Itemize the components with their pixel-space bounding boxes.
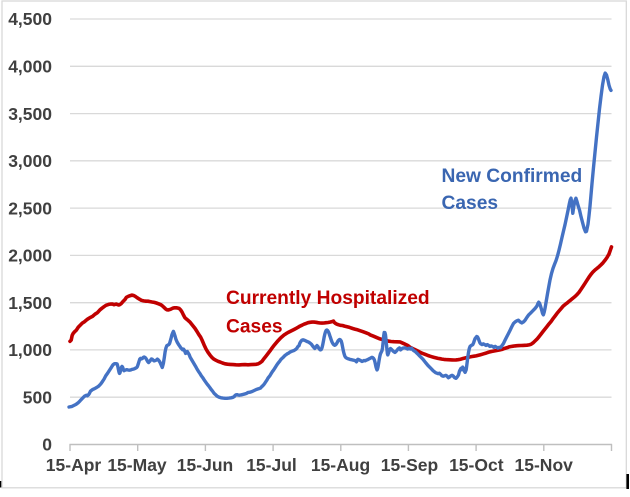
svg-text:500: 500 [23,387,52,407]
svg-text:Cases: Cases [226,317,283,338]
svg-text:Currently Hospitalized: Currently Hospitalized [226,288,430,309]
svg-text:Cases: Cases [442,193,499,214]
svg-text:3,500: 3,500 [8,104,52,124]
svg-text:New Confirmed: New Confirmed [442,166,583,187]
svg-text:4,500: 4,500 [8,9,52,29]
svg-text:15-Nov: 15-Nov [515,455,574,475]
svg-text:1,000: 1,000 [8,340,52,360]
svg-text:15-Aug: 15-Aug [311,455,370,475]
svg-text:2,000: 2,000 [8,246,52,266]
svg-text:3,000: 3,000 [8,151,52,171]
svg-text:1,500: 1,500 [8,293,52,313]
svg-text:0: 0 [42,435,52,455]
svg-text:15-Jun: 15-Jun [177,455,233,475]
svg-text:15-Sep: 15-Sep [381,455,438,475]
svg-text:2,500: 2,500 [8,198,52,218]
svg-text:15-Apr: 15-Apr [46,455,102,475]
svg-text:15-Oct: 15-Oct [449,455,504,475]
svg-text:4,000: 4,000 [8,57,52,77]
svg-text:15-Jul: 15-Jul [246,455,297,475]
svg-text:15-May: 15-May [107,455,167,475]
